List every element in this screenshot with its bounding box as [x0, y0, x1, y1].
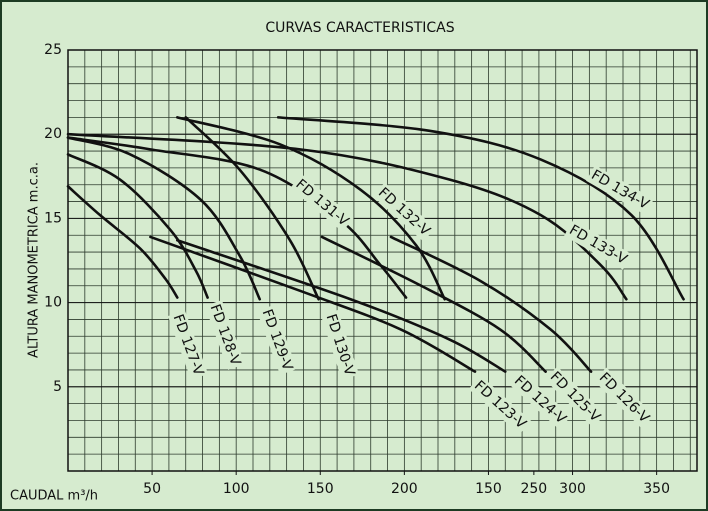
curve [66, 153, 209, 299]
label-backdrop [544, 366, 606, 428]
x-tick-label: 150 [475, 481, 502, 497]
y-tick-label: 10 [44, 295, 62, 311]
x-tick-label: 50 [143, 481, 161, 497]
x-axis-label: CAUDAL m³/h [10, 489, 98, 504]
y-axis-label: ALTURA MANOMETRICA m.c.a. [27, 162, 42, 358]
y-tick-label: 20 [44, 126, 62, 142]
x-tick-label: 200 [391, 481, 418, 497]
curve [176, 238, 507, 373]
label-backdrop [508, 370, 572, 430]
label-backdrop [256, 304, 298, 376]
x-tick-label: 300 [559, 481, 586, 497]
curve [389, 235, 593, 373]
curve [176, 116, 447, 301]
x-tick-label: 100 [223, 481, 250, 497]
label-backdrop [290, 174, 354, 232]
y-tick-label: 15 [44, 210, 62, 226]
x-tick-label: 150 [307, 481, 334, 497]
label-backdrop [564, 220, 632, 270]
chart-title: CURVAS CARACTERISTICAS [265, 20, 454, 36]
curve [149, 235, 477, 373]
label-backdrop [204, 299, 246, 371]
label-backdrop [372, 182, 436, 242]
curve [66, 132, 628, 301]
x-tick-label: 250 [520, 481, 547, 497]
curve [66, 185, 179, 299]
y-tick-label: 25 [44, 42, 62, 58]
curve [320, 235, 547, 373]
label-backdrop [593, 367, 655, 429]
label-backdrop [468, 375, 532, 435]
y-tick-label: 5 [53, 379, 62, 395]
label-backdrop [586, 165, 654, 215]
label-backdrop [320, 309, 360, 381]
label-backdrop [167, 309, 209, 381]
x-tick-label: 350 [643, 481, 670, 497]
curve [66, 136, 262, 301]
curve [184, 116, 320, 301]
curve [276, 116, 685, 301]
